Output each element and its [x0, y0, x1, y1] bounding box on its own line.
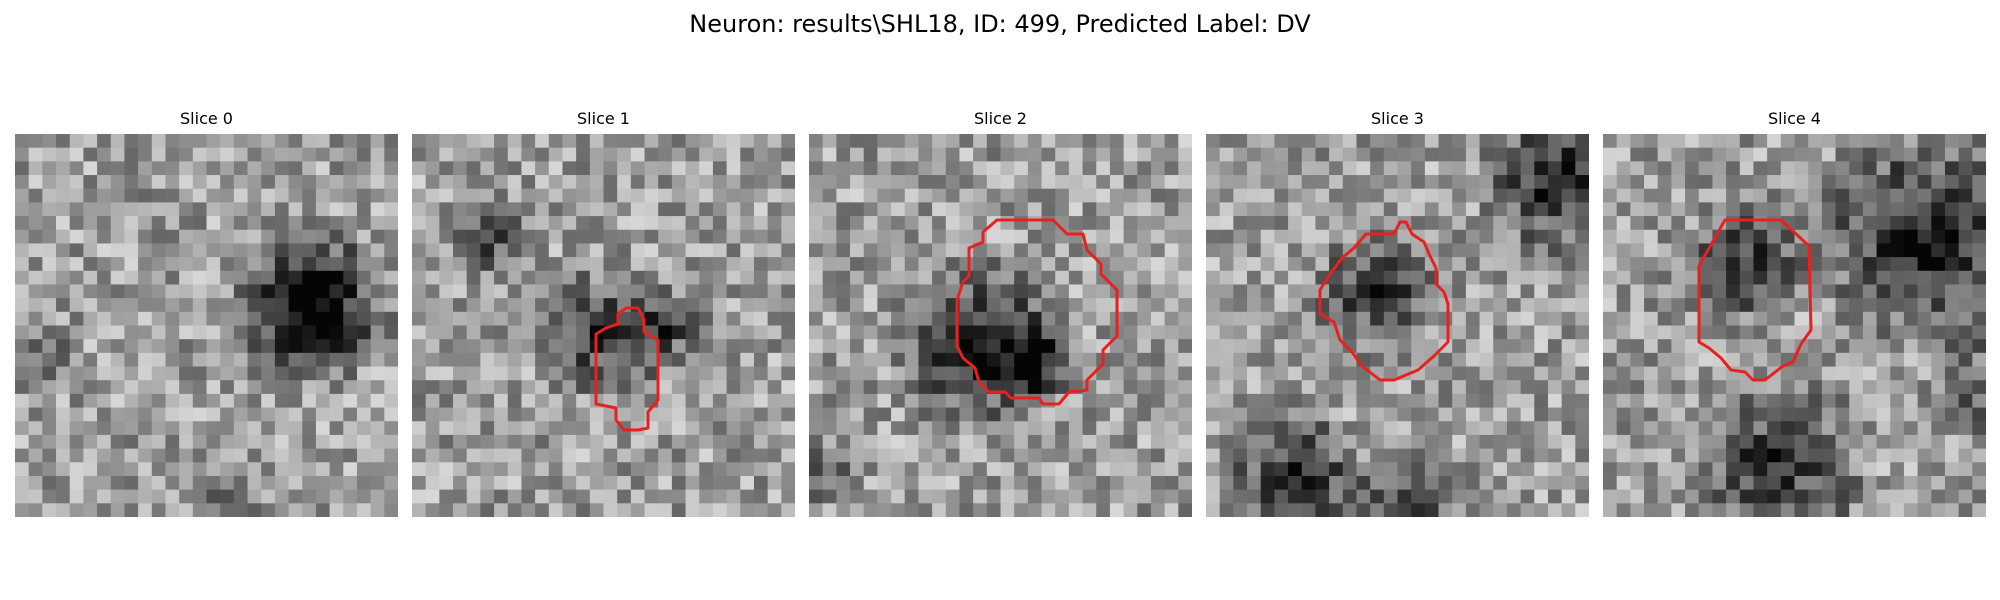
- slice-image: [1206, 134, 1589, 517]
- grayscale-pixels: [412, 134, 795, 517]
- grayscale-pixels: [1603, 134, 1986, 517]
- slice-image: [412, 134, 795, 517]
- slice-image: [15, 134, 398, 517]
- grayscale-pixels: [1206, 134, 1589, 517]
- segmentation-contour: [1697, 218, 1813, 382]
- slice-image: [809, 134, 1192, 517]
- grayscale-pixels: [809, 134, 1192, 517]
- slice-title: Slice 2: [974, 109, 1027, 128]
- segmentation-contour: [1318, 220, 1450, 382]
- slice-panel-4: Slice 4: [1603, 108, 1986, 517]
- slice-title: Slice 1: [577, 109, 630, 128]
- slice-panel-2: Slice 2: [809, 108, 1192, 517]
- slice-panel-1: Slice 1: [412, 108, 795, 517]
- slice-title: Slice 0: [180, 109, 233, 128]
- figure-title: Neuron: results\SHL18, ID: 499, Predicte…: [689, 10, 1311, 38]
- slice-panel-0: Slice 0: [15, 108, 398, 517]
- slice-image: [1603, 134, 1986, 517]
- slice-panel-3: Slice 3: [1206, 108, 1589, 517]
- segmentation-contour: [594, 306, 660, 432]
- grayscale-pixels: [15, 134, 398, 517]
- slice-title: Slice 4: [1768, 109, 1821, 128]
- slice-title: Slice 3: [1371, 109, 1424, 128]
- segmentation-contour: [955, 218, 1119, 406]
